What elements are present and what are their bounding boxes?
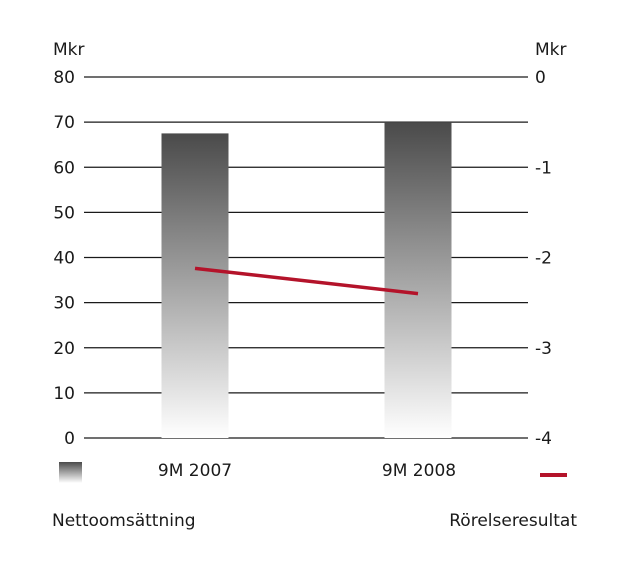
left-tick-label: 40 [53,249,75,269]
right-tick-label: 0 [535,68,546,88]
left-tick-label: 60 [53,158,75,178]
category-label: 9M 2008 [382,461,456,481]
left-axis-unit: Mkr [53,40,85,60]
right-axis-unit: Mkr [535,40,567,60]
right-tick-label: -2 [535,249,552,269]
bar [161,133,229,438]
right-tick-label: -1 [535,158,552,178]
legend-label-bar: Nettoomsättning [52,511,196,531]
right-tick-label: -4 [535,429,552,449]
bar [384,122,452,438]
category-label: 9M 2007 [158,461,232,481]
right-tick-label: -3 [535,339,552,359]
left-tick-label: 0 [64,429,75,449]
series-line [194,266,419,296]
left-tick-label: 30 [53,294,75,314]
left-tick-label: 20 [53,339,75,359]
left-tick-label: 70 [53,113,75,133]
legend-label-line: Rörelseresultat [449,511,577,531]
left-tick-label: 80 [53,68,75,88]
legend-swatch-bar [59,462,82,483]
left-tick-label: 50 [53,203,75,223]
left-tick-label: 10 [53,384,75,404]
